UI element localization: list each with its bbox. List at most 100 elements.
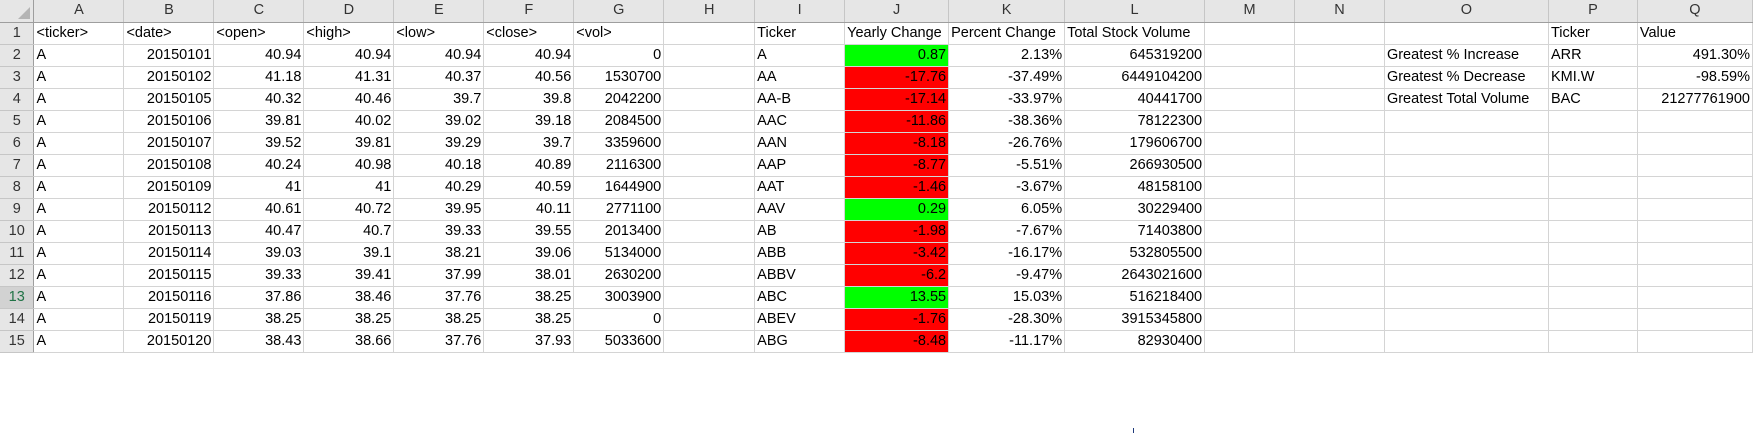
cell-j3[interactable]: -17.76	[844, 66, 950, 89]
cell-n9[interactable]	[1294, 198, 1385, 221]
row-header[interactable]: 2	[0, 44, 35, 67]
cell-q3[interactable]: -98.59%	[1637, 66, 1753, 89]
cell-q15[interactable]	[1637, 330, 1753, 353]
cell-q9[interactable]	[1637, 198, 1753, 221]
row-header[interactable]: 14	[0, 308, 35, 331]
cell-c9[interactable]: 40.61	[213, 198, 305, 221]
cell-h1[interactable]	[663, 22, 756, 45]
cell-l2[interactable]: 645319200	[1064, 44, 1206, 67]
cell-q1[interactable]: Value	[1637, 22, 1753, 45]
cell-m7[interactable]	[1204, 154, 1296, 177]
cell-e4[interactable]: 39.7	[393, 88, 485, 111]
cell-e13[interactable]: 37.76	[393, 286, 485, 309]
cell-a10[interactable]: A	[33, 220, 125, 243]
column-header-b[interactable]: B	[123, 0, 215, 23]
select-all-corner[interactable]	[0, 0, 35, 23]
cell-f15[interactable]: 37.93	[483, 330, 575, 353]
cell-j4[interactable]: -17.14	[844, 88, 950, 111]
cell-o4[interactable]: Greatest Total Volume	[1384, 88, 1549, 111]
cell-a12[interactable]: A	[33, 264, 125, 287]
cell-p7[interactable]	[1548, 154, 1638, 177]
cell-d13[interactable]: 38.46	[303, 286, 395, 309]
cell-n3[interactable]	[1294, 66, 1385, 89]
cell-n1[interactable]	[1294, 22, 1385, 45]
cell-n13[interactable]	[1294, 286, 1385, 309]
cell-l11[interactable]: 532805500	[1064, 242, 1206, 265]
row-header[interactable]: 1	[0, 22, 35, 45]
cell-j13[interactable]: 13.55	[844, 286, 950, 309]
cell-p9[interactable]	[1548, 198, 1638, 221]
cell-a13[interactable]: A	[33, 286, 125, 309]
cell-h15[interactable]	[663, 330, 756, 353]
cell-d12[interactable]: 39.41	[303, 264, 395, 287]
cell-h13[interactable]	[663, 286, 756, 309]
cell-h7[interactable]	[663, 154, 756, 177]
cell-o11[interactable]	[1384, 242, 1549, 265]
cell-o6[interactable]	[1384, 132, 1549, 155]
column-header-p[interactable]: P	[1548, 0, 1638, 23]
cell-e1[interactable]: <low>	[393, 22, 485, 45]
cell-m1[interactable]	[1204, 22, 1296, 45]
column-header-d[interactable]: D	[303, 0, 395, 23]
cell-q4[interactable]: 21277761900	[1637, 88, 1753, 111]
row-header[interactable]: 8	[0, 176, 35, 199]
cell-l15[interactable]: 82930400	[1064, 330, 1206, 353]
cell-p8[interactable]	[1548, 176, 1638, 199]
cell-m15[interactable]	[1204, 330, 1296, 353]
row-header[interactable]: 6	[0, 132, 35, 155]
column-header-k[interactable]: K	[948, 0, 1066, 23]
cell-f13[interactable]: 38.25	[483, 286, 575, 309]
cell-q7[interactable]	[1637, 154, 1753, 177]
cell-i9[interactable]: AAV	[754, 198, 846, 221]
column-header-n[interactable]: N	[1294, 0, 1385, 23]
cell-g12[interactable]: 2630200	[573, 264, 665, 287]
cell-a14[interactable]: A	[33, 308, 125, 331]
row-header[interactable]: 9	[0, 198, 35, 221]
cell-q11[interactable]	[1637, 242, 1753, 265]
row-header[interactable]: 5	[0, 110, 35, 133]
cell-n4[interactable]	[1294, 88, 1385, 111]
cell-k5[interactable]: -38.36%	[948, 110, 1066, 133]
cell-c6[interactable]: 39.52	[213, 132, 305, 155]
cell-h9[interactable]	[663, 198, 756, 221]
cell-h3[interactable]	[663, 66, 756, 89]
cell-b11[interactable]: 20150114	[123, 242, 215, 265]
cell-j8[interactable]: -1.46	[844, 176, 950, 199]
cell-b12[interactable]: 20150115	[123, 264, 215, 287]
row-header[interactable]: 10	[0, 220, 35, 243]
column-header-q[interactable]: Q	[1637, 0, 1753, 23]
cell-i3[interactable]: AA	[754, 66, 846, 89]
cell-g13[interactable]: 3003900	[573, 286, 665, 309]
cell-e8[interactable]: 40.29	[393, 176, 485, 199]
cell-l3[interactable]: 6449104200	[1064, 66, 1206, 89]
cell-c15[interactable]: 38.43	[213, 330, 305, 353]
cell-f2[interactable]: 40.94	[483, 44, 575, 67]
cell-f4[interactable]: 39.8	[483, 88, 575, 111]
cell-b2[interactable]: 20150101	[123, 44, 215, 67]
cell-j15[interactable]: -8.48	[844, 330, 950, 353]
cell-i6[interactable]: AAN	[754, 132, 846, 155]
cell-m9[interactable]	[1204, 198, 1296, 221]
cell-n14[interactable]	[1294, 308, 1385, 331]
cell-g5[interactable]: 2084500	[573, 110, 665, 133]
cell-g11[interactable]: 5134000	[573, 242, 665, 265]
cell-n11[interactable]	[1294, 242, 1385, 265]
cell-j2[interactable]: 0.87	[844, 44, 950, 67]
cell-g14[interactable]: 0	[573, 308, 665, 331]
cell-d14[interactable]: 38.25	[303, 308, 395, 331]
cell-i4[interactable]: AA-B	[754, 88, 846, 111]
cell-j7[interactable]: -8.77	[844, 154, 950, 177]
cell-n5[interactable]	[1294, 110, 1385, 133]
column-header-e[interactable]: E	[393, 0, 485, 23]
cell-n15[interactable]	[1294, 330, 1385, 353]
cell-l1[interactable]: Total Stock Volume	[1064, 22, 1206, 45]
row-header[interactable]: 4	[0, 88, 35, 111]
cell-l12[interactable]: 2643021600	[1064, 264, 1206, 287]
cell-b3[interactable]: 20150102	[123, 66, 215, 89]
cell-k8[interactable]: -3.67%	[948, 176, 1066, 199]
cell-a5[interactable]: A	[33, 110, 125, 133]
cell-d11[interactable]: 39.1	[303, 242, 395, 265]
column-header-i[interactable]: I	[754, 0, 846, 23]
cell-q6[interactable]	[1637, 132, 1753, 155]
